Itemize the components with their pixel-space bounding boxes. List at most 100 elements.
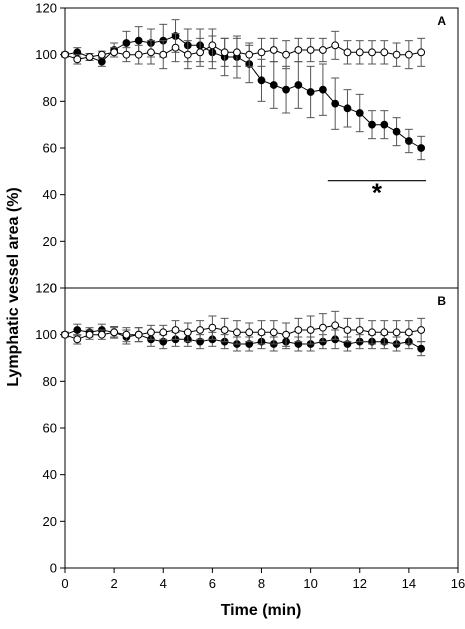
data-point bbox=[331, 41, 340, 50]
x-axis-label: Time (min) bbox=[221, 602, 302, 619]
y-tick-label-b: 40 bbox=[43, 467, 57, 482]
data-point bbox=[97, 50, 106, 59]
data-point bbox=[73, 335, 82, 344]
y-tick-label-b: 80 bbox=[43, 374, 57, 389]
data-point bbox=[404, 137, 413, 145]
y-tick-label-b: 100 bbox=[35, 327, 57, 342]
series-open-a bbox=[61, 28, 426, 70]
y-tick-label-a: 120 bbox=[35, 1, 57, 16]
panel-label-a: A bbox=[437, 14, 446, 28]
data-point bbox=[134, 330, 143, 339]
x-tick-label-b: 6 bbox=[209, 576, 216, 591]
data-point bbox=[97, 330, 106, 339]
data-point bbox=[171, 43, 180, 52]
data-point bbox=[147, 328, 155, 337]
y-tick-label-a: 40 bbox=[43, 187, 57, 202]
y-tick-label-a: 100 bbox=[35, 47, 57, 62]
data-point bbox=[171, 326, 180, 334]
data-point bbox=[331, 99, 340, 108]
data-point bbox=[134, 36, 143, 45]
x-tick-label-b: 10 bbox=[303, 576, 317, 591]
data-point bbox=[245, 50, 254, 59]
data-point bbox=[196, 326, 204, 334]
data-point bbox=[233, 48, 241, 57]
data-point bbox=[392, 50, 401, 59]
data-point bbox=[97, 57, 106, 66]
data-point bbox=[73, 55, 82, 64]
x-tick-label-b: 4 bbox=[160, 576, 167, 591]
series-line bbox=[64, 324, 422, 340]
data-point bbox=[257, 328, 266, 337]
data-point bbox=[245, 328, 254, 337]
data-point bbox=[294, 46, 303, 54]
data-point bbox=[269, 328, 278, 337]
data-point bbox=[343, 104, 352, 113]
y-tick-label-a: 80 bbox=[43, 94, 57, 109]
data-point bbox=[122, 330, 131, 339]
data-point bbox=[269, 81, 278, 89]
data-point bbox=[233, 328, 241, 337]
data-point bbox=[404, 50, 413, 59]
data-point bbox=[134, 50, 143, 59]
x-tick-label-b: 14 bbox=[402, 576, 416, 591]
data-point bbox=[122, 39, 131, 47]
data-point bbox=[380, 328, 389, 337]
y-tick-label-b: 120 bbox=[35, 281, 57, 296]
data-point bbox=[61, 50, 69, 59]
data-point bbox=[319, 46, 327, 54]
data-point bbox=[183, 50, 192, 59]
data-point bbox=[61, 330, 69, 339]
data-point bbox=[257, 48, 266, 57]
data-point bbox=[380, 48, 389, 57]
x-tick-label-b: 12 bbox=[353, 576, 367, 591]
data-point bbox=[306, 46, 315, 54]
data-point bbox=[306, 326, 315, 334]
x-tick-label-b: 8 bbox=[258, 576, 265, 591]
data-point bbox=[306, 88, 315, 96]
y-axis-label: Lymphatic vessel area (%) bbox=[5, 187, 22, 387]
x-tick-label-b: 0 bbox=[61, 576, 68, 591]
data-point bbox=[208, 41, 217, 50]
series-open-b bbox=[61, 310, 426, 347]
data-point bbox=[196, 48, 204, 57]
data-point bbox=[85, 53, 94, 61]
data-point bbox=[208, 323, 217, 332]
data-point bbox=[110, 48, 119, 57]
data-point bbox=[417, 326, 426, 334]
y-tick-label-a: 20 bbox=[43, 234, 57, 249]
data-point bbox=[319, 85, 327, 94]
data-point bbox=[343, 48, 352, 57]
data-point bbox=[368, 120, 376, 129]
data-point bbox=[417, 144, 426, 152]
panel-label-b: B bbox=[437, 294, 446, 308]
data-point bbox=[355, 48, 364, 57]
data-point bbox=[85, 330, 94, 339]
panel-a: 0 20 40 60 80 100 120 A * bbox=[35, 1, 459, 296]
x-tick-label-b: 2 bbox=[111, 576, 118, 591]
data-point bbox=[269, 46, 278, 54]
data-point bbox=[159, 328, 168, 337]
data-point bbox=[368, 328, 376, 337]
data-point bbox=[257, 76, 266, 85]
y-tick-label-a: 0 bbox=[50, 281, 57, 296]
x-tick-label-b: 16 bbox=[451, 576, 465, 591]
data-point bbox=[73, 326, 82, 334]
data-point bbox=[368, 48, 376, 57]
data-point bbox=[331, 321, 340, 330]
data-point bbox=[319, 323, 327, 332]
data-point bbox=[220, 48, 229, 57]
y-tick-label-b: 20 bbox=[43, 514, 57, 529]
data-point bbox=[122, 50, 131, 59]
data-point bbox=[282, 85, 290, 94]
data-point bbox=[220, 326, 229, 334]
y-tick-label-b: 60 bbox=[43, 421, 57, 436]
y-tick-label-b: 0 bbox=[50, 561, 57, 576]
significance-star: * bbox=[372, 178, 383, 208]
data-point bbox=[282, 50, 290, 59]
data-point bbox=[404, 328, 413, 337]
data-point bbox=[355, 109, 364, 117]
data-point bbox=[417, 344, 426, 353]
data-point bbox=[183, 328, 192, 337]
data-point bbox=[417, 48, 426, 57]
